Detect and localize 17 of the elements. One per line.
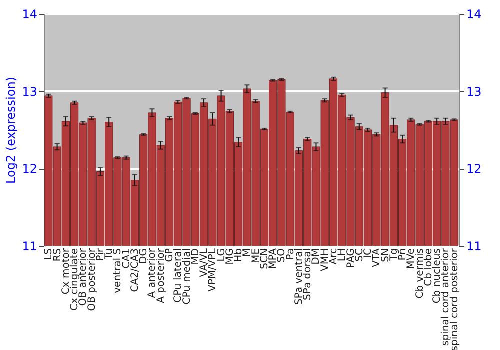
- y-tick-label: 13: [22, 84, 38, 99]
- y-tick-label: 11: [22, 240, 38, 254]
- x-tick-label: OB posterior: [86, 248, 98, 312]
- x-tick-label: Tg: [388, 248, 400, 262]
- y2-tick-label: 12: [466, 162, 482, 176]
- x-tick-label: Pa: [285, 248, 296, 260]
- y-tick-label: 14: [22, 8, 38, 22]
- x-tick-label: A posterior: [156, 248, 167, 304]
- y2-tick-label: 11: [466, 240, 482, 254]
- x-tick-label: GP: [164, 248, 176, 262]
- x-tick-label: Cb lobe: [423, 248, 434, 286]
- x-tick-label: RS: [52, 248, 64, 262]
- x-tick-label: MVe: [406, 248, 418, 270]
- y2-tick-label: 14: [466, 8, 482, 22]
- y2-tick-label: 13: [466, 84, 482, 99]
- y-axis-title: Log2 (expression): [4, 77, 18, 184]
- y-tick-label: 12: [22, 162, 38, 176]
